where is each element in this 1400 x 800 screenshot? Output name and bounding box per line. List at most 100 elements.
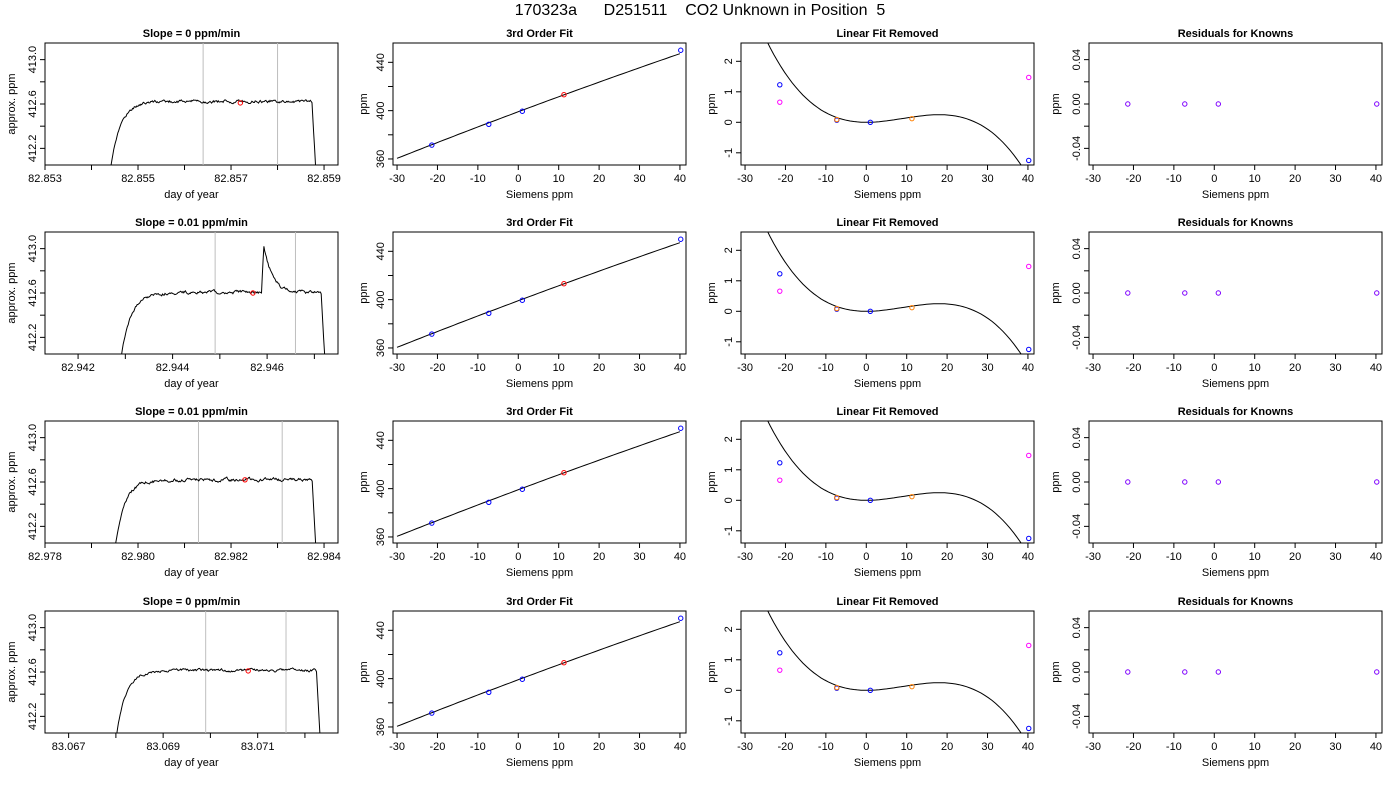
known-point <box>486 499 492 505</box>
panel-title: 3rd Order Fit <box>506 217 573 229</box>
x-tick-label: -20 <box>430 173 446 185</box>
pink-point <box>1026 642 1032 649</box>
y-tick-label: 0.00 <box>1071 661 1083 682</box>
x-tick-label: 82.944 <box>156 362 190 374</box>
pink-point <box>777 477 783 483</box>
y-tick-label: 2 <box>723 247 735 253</box>
y-axis-label: ppm <box>706 282 718 303</box>
y-tick-label: 413.0 <box>27 46 39 74</box>
plot-frame <box>44 231 339 355</box>
x-tick-label: 82.859 <box>307 173 341 185</box>
y-tick-label: 400 <box>375 669 387 687</box>
x-tick-label: 40 <box>1370 173 1382 185</box>
y-tick-label: -1 <box>723 148 735 158</box>
x-tick-label: -10 <box>818 551 834 563</box>
x-tick-label: 82.853 <box>28 173 62 185</box>
x-tick-label: -10 <box>818 741 834 753</box>
x-tick-label: 0 <box>1211 173 1217 185</box>
x-tick-label: 30 <box>981 551 993 563</box>
y-axis-label: ppm <box>706 471 718 492</box>
linear-removed-panel: Linear Fit Removed-30 -20 -10 0 10 20 30 40Siem… <box>706 596 1035 769</box>
x-tick-label: 82.978 <box>28 551 62 563</box>
y-tick-label: 440 <box>375 621 387 639</box>
x-tick-label: 10 <box>553 741 565 753</box>
residual-point <box>1182 101 1188 107</box>
x-tick-label: -30 <box>389 362 405 374</box>
linear-removed-panel: Linear Fit Removed-30 -20 -10 0 10 20 30 40Siem… <box>706 406 1035 579</box>
x-tick-label: 10 <box>1249 173 1261 185</box>
blue-point <box>777 460 783 466</box>
co2-trace <box>116 667 321 733</box>
y-axis-label: ppm <box>358 93 370 114</box>
x-tick-label: 10 <box>901 741 913 753</box>
x-tick-label: 20 <box>941 551 953 563</box>
linear-removed-panel: Linear Fit Removed-30 -20 -10 0 10 20 30 40Siem… <box>706 28 1035 201</box>
blue-point <box>867 687 874 693</box>
y-tick-label: 0.04 <box>1071 617 1083 638</box>
y-tick-label: 1 <box>723 657 735 663</box>
plot-frame <box>392 42 687 166</box>
y-tick-label: 413.0 <box>27 235 39 263</box>
y-axis-label: ppm <box>1050 93 1062 114</box>
panel-title: Residuals for Knowns <box>1178 596 1294 608</box>
known-point <box>429 520 435 526</box>
y-tick-label: -0.04 <box>1071 136 1083 161</box>
plot-frame <box>392 231 687 355</box>
x-tick-label: 0 <box>1211 362 1217 374</box>
plot-frame <box>44 610 339 734</box>
known-point <box>519 676 526 682</box>
sample-point <box>242 477 248 483</box>
panel-title: Slope = 0 ppm/min <box>143 596 241 608</box>
timeseries-panel: Slope = 0.01 ppm/min 82.942 82.944 82.946 da… <box>6 217 339 390</box>
x-tick-label: -30 <box>1085 362 1101 374</box>
x-tick-label: 0 <box>515 173 521 185</box>
residual-point <box>1215 290 1222 296</box>
y-axis-label: ppm <box>706 93 718 114</box>
y-axis-label: approx. ppm <box>6 641 18 702</box>
y-tick-label: 412.2 <box>27 513 39 541</box>
y-tick-label: 412.6 <box>27 90 39 118</box>
residual-curve <box>767 421 1022 543</box>
x-tick-label: 82.984 <box>307 551 341 563</box>
x-tick-label: -20 <box>1126 551 1142 563</box>
x-tick-label: 20 <box>1289 741 1301 753</box>
x-tick-label: 10 <box>553 551 565 563</box>
residual-panel: Residuals for Knowns -30 -20 -10 0 10 20 30 40 Si… <box>1050 217 1383 390</box>
x-tick-label: -30 <box>737 551 753 563</box>
x-tick-label: 40 <box>1022 173 1034 185</box>
y-tick-label: 360 <box>375 528 387 546</box>
y-tick-label: 400 <box>375 101 387 119</box>
x-tick-label: 0 <box>863 741 869 753</box>
orange-point <box>834 116 840 123</box>
x-tick-label: 40 <box>1370 551 1382 563</box>
x-tick-label: 20 <box>593 362 605 374</box>
co2-trace <box>115 476 317 543</box>
y-tick-label: 0 <box>723 119 735 125</box>
x-tick-label: -20 <box>430 741 446 753</box>
panel-title: 3rd Order Fit <box>506 28 573 40</box>
x-axis-label: Siemens ppm <box>506 378 573 390</box>
x-tick-label: 20 <box>1289 551 1301 563</box>
x-axis-label: Siemens ppm <box>854 189 921 201</box>
blue-point <box>1026 725 1032 732</box>
y-tick-label: 413.0 <box>27 614 39 642</box>
residual-curve <box>767 232 1022 354</box>
residual-point <box>1125 101 1131 107</box>
x-tick-label: -10 <box>818 173 834 185</box>
x-tick-label: -30 <box>389 551 405 563</box>
x-tick-label: 30 <box>633 173 645 185</box>
x-tick-label: -30 <box>737 741 753 753</box>
unknown-point <box>561 469 567 476</box>
panel-title: Slope = 0.01 ppm/min <box>135 406 248 418</box>
y-tick-label: 0 <box>723 497 735 503</box>
x-tick-label: 20 <box>593 551 605 563</box>
plot-frame <box>392 420 687 544</box>
x-tick-label: 10 <box>553 362 565 374</box>
pink-point <box>777 667 783 673</box>
panel-title: Slope = 0.01 ppm/min <box>135 217 248 229</box>
x-tick-label: -10 <box>470 741 486 753</box>
known-point <box>519 108 526 114</box>
pink-point <box>777 288 783 294</box>
x-tick-label: -20 <box>778 362 794 374</box>
